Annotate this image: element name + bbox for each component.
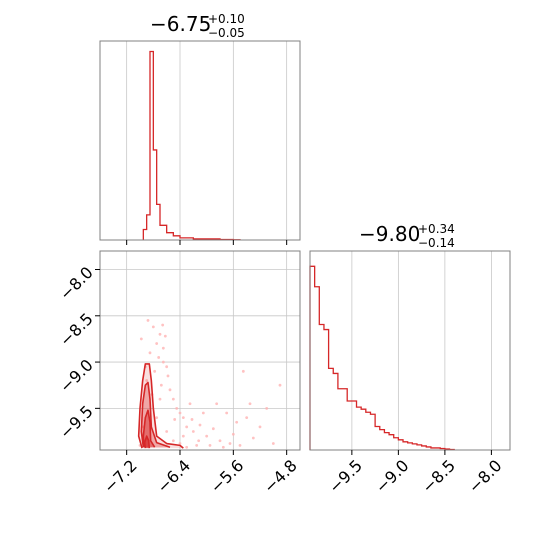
right-hist-xtick-label: −8.5 xyxy=(418,456,459,497)
scatter-xtick-label: −6.4 xyxy=(153,456,194,497)
histogram-right-title-upper: +0.34 xyxy=(418,222,455,236)
scatter-point xyxy=(146,319,150,322)
scatter-point xyxy=(197,439,201,443)
scatter-point xyxy=(235,420,239,424)
scatter-point xyxy=(205,434,209,438)
scatter-point xyxy=(178,411,182,415)
scatter-point xyxy=(181,434,185,438)
scatter-point xyxy=(231,432,235,436)
scatter-point xyxy=(165,430,169,433)
scatter-point xyxy=(265,406,269,410)
scatter-point xyxy=(159,383,163,387)
scatter-point xyxy=(161,346,165,350)
scatter-point xyxy=(211,427,215,431)
scatter-point xyxy=(248,402,252,406)
histogram-top-title-upper: +0.10 xyxy=(208,12,245,26)
scatter-point xyxy=(171,439,175,443)
scatter-point xyxy=(228,442,232,445)
scatter-xtick-label: −5.6 xyxy=(207,456,248,497)
scatter-point xyxy=(145,379,149,382)
scatter-point xyxy=(155,416,159,420)
scatter-xtick-label: −4.8 xyxy=(260,456,301,497)
right-hist-xtick-label: −9.5 xyxy=(325,456,366,497)
histogram-right-title-lower: −0.14 xyxy=(418,236,455,250)
scatter-point xyxy=(185,445,189,449)
histogram-top-title-lower: −0.05 xyxy=(208,26,245,40)
scatter-point xyxy=(148,351,152,355)
scatter-point xyxy=(178,442,182,445)
histogram-right-title: −9.80 xyxy=(359,222,420,246)
right-hist-frame xyxy=(309,250,511,451)
scatter-point xyxy=(163,334,167,338)
scatter-point xyxy=(238,443,242,447)
histogram-top-title: −6.75 xyxy=(150,12,211,36)
scatter-point xyxy=(153,369,157,373)
scatter-point xyxy=(215,402,219,406)
scatter-point xyxy=(221,445,225,449)
scatter-point xyxy=(185,425,189,429)
scatter-point xyxy=(139,337,143,341)
scatter-point xyxy=(168,388,172,392)
scatter-point xyxy=(175,406,179,410)
right-hist-xtick-label: −8.0 xyxy=(465,456,506,497)
scatter-point xyxy=(278,383,282,387)
histogram-panel-top: −6.75 +0.10 −0.05 xyxy=(99,12,301,245)
scatter-ytick-label: −9.0 xyxy=(56,355,97,396)
scatter-point xyxy=(190,418,194,421)
scatter-frame xyxy=(99,250,301,451)
contour-level xyxy=(143,435,151,449)
histogram-panel-right: −9.80 +0.34 −0.14 −9.5 −9.0 −8.5 −8.0 xyxy=(309,222,511,497)
scatter-point xyxy=(258,425,262,429)
scatter-point xyxy=(161,323,165,327)
scatter-panel: −7.2 −6.4 −5.6 −4.8 −8.0 −8.5 −9.0 −9.5 xyxy=(56,250,301,497)
scatter-ytick-label: −8.0 xyxy=(56,263,97,304)
scatter-point xyxy=(158,332,162,336)
scatter-point xyxy=(218,439,222,443)
scatter-point xyxy=(208,443,212,447)
scatter-point xyxy=(225,411,229,415)
scatter-point xyxy=(161,360,165,364)
right-hist-xtick-label: −9.0 xyxy=(372,456,413,497)
scatter-ytick-label: −8.5 xyxy=(56,309,97,350)
top-hist-frame xyxy=(99,40,301,241)
top-hist-step-line xyxy=(142,50,241,241)
scatter-point xyxy=(155,342,159,345)
scatter-point xyxy=(151,325,155,329)
scatter-point xyxy=(166,374,170,378)
scatter-xtick-label: −7.2 xyxy=(100,456,141,497)
scatter-point xyxy=(191,430,195,433)
scatter-point xyxy=(271,442,275,445)
contour-level xyxy=(140,381,171,448)
scatter-point xyxy=(251,436,255,440)
scatter-point xyxy=(181,416,185,420)
scatter-point xyxy=(165,365,169,369)
scatter-point xyxy=(158,397,162,401)
scatter-ytick-label: −9.5 xyxy=(56,402,97,443)
scatter-point xyxy=(171,397,175,401)
scatter-point xyxy=(173,418,177,421)
scatter-point xyxy=(245,416,249,420)
scatter-point xyxy=(188,402,192,406)
scatter-point xyxy=(198,423,202,427)
scatter-point xyxy=(201,411,205,415)
right-hist-step-line xyxy=(309,265,455,451)
scatter-point xyxy=(195,443,199,447)
scatter-point xyxy=(241,369,245,373)
scatter-point xyxy=(157,356,161,359)
